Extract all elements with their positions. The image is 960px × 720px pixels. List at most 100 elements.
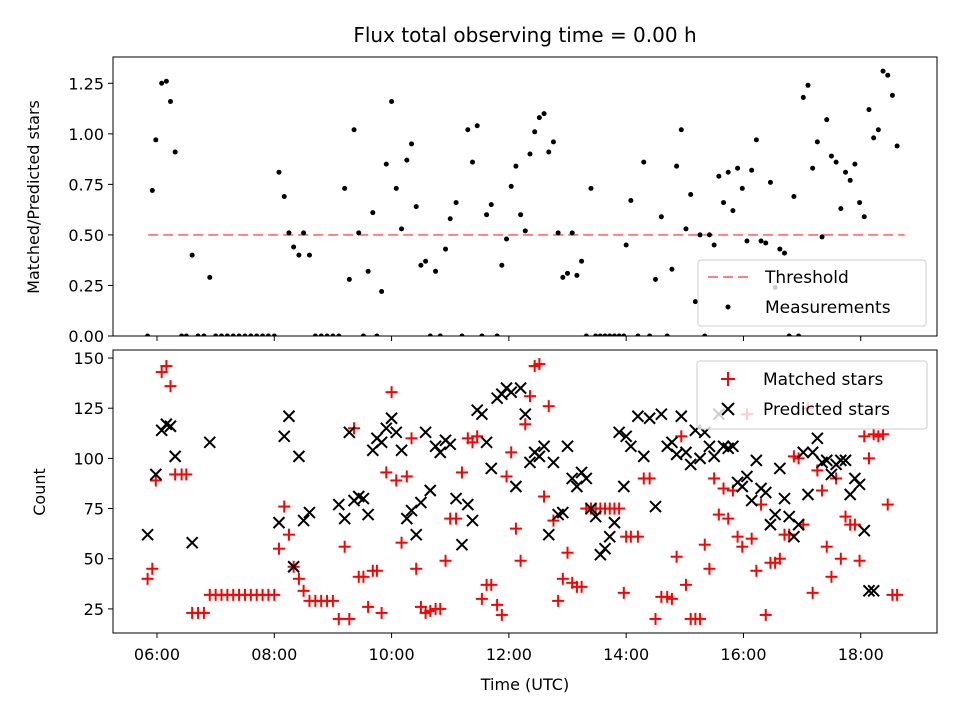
predicted-star-point bbox=[858, 524, 871, 537]
measurement-point bbox=[546, 149, 552, 155]
predicted-star-point bbox=[461, 498, 475, 511]
predicted-star-point bbox=[160, 418, 173, 431]
matched-star-point bbox=[816, 484, 829, 497]
measurement-point bbox=[513, 163, 519, 169]
predicted-star-point bbox=[637, 450, 650, 463]
predicted-star-point bbox=[338, 512, 351, 525]
measurement-point bbox=[488, 202, 494, 208]
bottom-y-tick-label: 50 bbox=[84, 550, 104, 569]
measurement-point bbox=[437, 333, 443, 336]
measurement-point bbox=[236, 333, 242, 336]
x-tick-label: 18:00 bbox=[838, 645, 884, 664]
measurement-point bbox=[393, 185, 399, 191]
matched-star-point bbox=[282, 528, 295, 541]
measurement-point bbox=[276, 169, 282, 175]
measurement-point bbox=[810, 165, 816, 171]
measurement-point bbox=[409, 141, 415, 147]
measurement-point bbox=[291, 244, 297, 250]
matched-star-point bbox=[613, 502, 626, 515]
matched-star-point bbox=[575, 580, 588, 593]
measurement-point bbox=[664, 333, 670, 336]
matched-stars-points bbox=[141, 358, 904, 625]
matched-star-point bbox=[848, 518, 861, 531]
measurement-point bbox=[593, 333, 599, 336]
measurement-point bbox=[342, 185, 348, 191]
matched-star-point bbox=[820, 540, 833, 553]
predicted-star-point bbox=[839, 454, 852, 467]
matched-star-point bbox=[485, 578, 498, 591]
measurement-point bbox=[569, 230, 575, 236]
measurement-point bbox=[555, 230, 561, 236]
matched-star-point bbox=[475, 592, 488, 605]
measurement-point bbox=[265, 333, 271, 336]
predicted-star-point bbox=[649, 500, 662, 513]
matched-star-point bbox=[877, 428, 890, 441]
measurement-point bbox=[758, 238, 764, 244]
measurement-point bbox=[616, 333, 622, 336]
matched-star-point bbox=[390, 474, 403, 487]
measurement-point bbox=[312, 333, 318, 336]
matched-stars-legend-marker bbox=[721, 372, 735, 386]
measurement-point bbox=[866, 107, 872, 113]
matched-star-point bbox=[514, 554, 527, 567]
predicted-star-point bbox=[332, 498, 346, 511]
matched-star-point bbox=[149, 474, 162, 487]
predicted-star-point bbox=[764, 518, 777, 531]
predicted-star-point bbox=[561, 440, 574, 453]
measurement-point bbox=[508, 183, 514, 189]
predicted-star-point bbox=[141, 528, 154, 541]
predicted-star-point bbox=[297, 514, 310, 527]
predicted-star-point bbox=[168, 450, 182, 463]
matched-star-point bbox=[538, 490, 551, 503]
measurement-point bbox=[857, 200, 863, 206]
bottom-y-tick-label: 150 bbox=[73, 349, 104, 368]
measurement-point bbox=[527, 151, 533, 157]
x-tick-label: 08:00 bbox=[251, 645, 297, 664]
matched-star-point bbox=[272, 542, 285, 555]
measurement-point bbox=[744, 238, 750, 244]
predicted-star-point bbox=[292, 450, 306, 463]
predicted-star-point bbox=[444, 438, 457, 451]
measurement-point bbox=[861, 214, 867, 220]
measurement-point bbox=[159, 80, 165, 86]
measurement-point bbox=[346, 276, 352, 282]
measurement-point bbox=[541, 111, 547, 117]
measurement-point bbox=[195, 333, 201, 336]
bottom-y-axis-label: Count bbox=[30, 468, 49, 516]
predicted-star-point bbox=[643, 412, 656, 425]
measurement-point bbox=[360, 333, 366, 336]
predicted-star-point bbox=[589, 510, 602, 523]
matched-star-point bbox=[675, 430, 688, 443]
matched-star-point bbox=[665, 592, 678, 605]
predicted-star-point bbox=[750, 454, 763, 467]
measurement-point bbox=[721, 200, 727, 206]
predicted-star-point bbox=[203, 436, 216, 449]
measurement-point bbox=[786, 333, 792, 336]
measurement-point bbox=[889, 92, 895, 98]
matched-star-point bbox=[380, 466, 393, 479]
measurement-point bbox=[383, 161, 389, 167]
matched-star-point bbox=[806, 586, 819, 599]
matched-star-point bbox=[141, 572, 154, 585]
measurement-point bbox=[658, 214, 664, 220]
predicted-star-point bbox=[598, 542, 612, 555]
matched-star-point bbox=[862, 452, 875, 465]
matched-star-point bbox=[881, 498, 894, 511]
matched-star-point bbox=[434, 602, 447, 615]
measurement-point bbox=[602, 333, 608, 336]
measurement-point bbox=[791, 194, 797, 199]
measurement-point bbox=[423, 258, 429, 264]
measurement-point bbox=[179, 333, 185, 336]
measurement-point bbox=[379, 289, 385, 295]
measurement-point bbox=[697, 232, 703, 238]
measurement-point bbox=[669, 266, 675, 272]
measurement-point bbox=[453, 200, 459, 206]
predicted-star-point bbox=[380, 422, 393, 435]
x-tick-label: 12:00 bbox=[486, 645, 532, 664]
measurement-point bbox=[560, 274, 566, 280]
measurement-point bbox=[389, 98, 395, 104]
predicted-star-point bbox=[834, 454, 848, 467]
matched-star-point bbox=[439, 554, 452, 567]
predicted-star-point bbox=[164, 420, 177, 433]
measurement-point bbox=[635, 333, 641, 336]
